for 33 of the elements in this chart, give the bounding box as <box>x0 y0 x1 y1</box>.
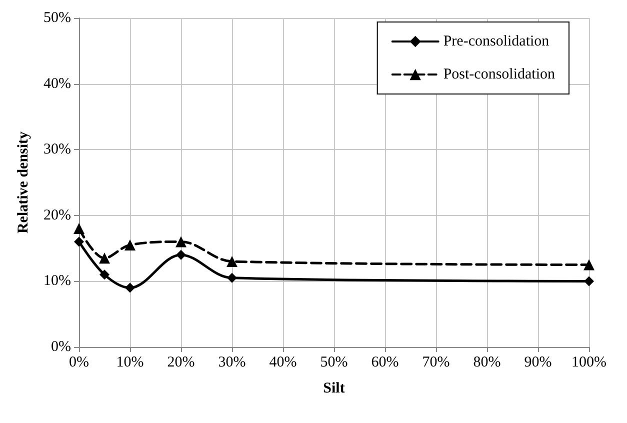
x-tick-label: 50% <box>320 354 348 370</box>
y-tick-label: 10% <box>44 273 71 290</box>
x-axis-title: Silt <box>323 380 345 396</box>
y-tick-label: 30% <box>44 142 71 158</box>
x-tick-label: 100% <box>572 354 606 370</box>
point <box>99 252 110 264</box>
point <box>74 223 84 234</box>
y-tick-label: 20% <box>44 207 71 224</box>
x-tick-label: 40% <box>269 354 297 370</box>
x-tick-label: 30% <box>218 354 246 370</box>
point <box>100 270 110 280</box>
y-tick-label: 40% <box>44 76 71 92</box>
x-tick-label: 90% <box>524 354 552 370</box>
point <box>176 250 186 260</box>
y-tick-label: 50% <box>44 10 71 26</box>
x-tick-label: 10% <box>116 354 144 370</box>
point <box>226 256 238 267</box>
point <box>74 236 84 247</box>
point <box>227 272 237 283</box>
x-tick-label: 80% <box>473 354 501 370</box>
x-tick-label: 70% <box>422 354 450 370</box>
point <box>176 236 186 248</box>
point <box>124 240 136 251</box>
point <box>584 276 594 286</box>
x-tick-label: 0% <box>69 354 89 370</box>
point <box>584 259 594 270</box>
legend-label: Post-consolidation <box>443 66 556 82</box>
x-tick-label: 20% <box>167 354 195 370</box>
y-tick-label: 0% <box>51 339 71 355</box>
y-axis-title: Relative density <box>16 130 32 234</box>
x-tick-label: 60% <box>371 354 399 370</box>
legend-label: Pre-consolidation <box>443 34 550 50</box>
point <box>125 282 135 293</box>
